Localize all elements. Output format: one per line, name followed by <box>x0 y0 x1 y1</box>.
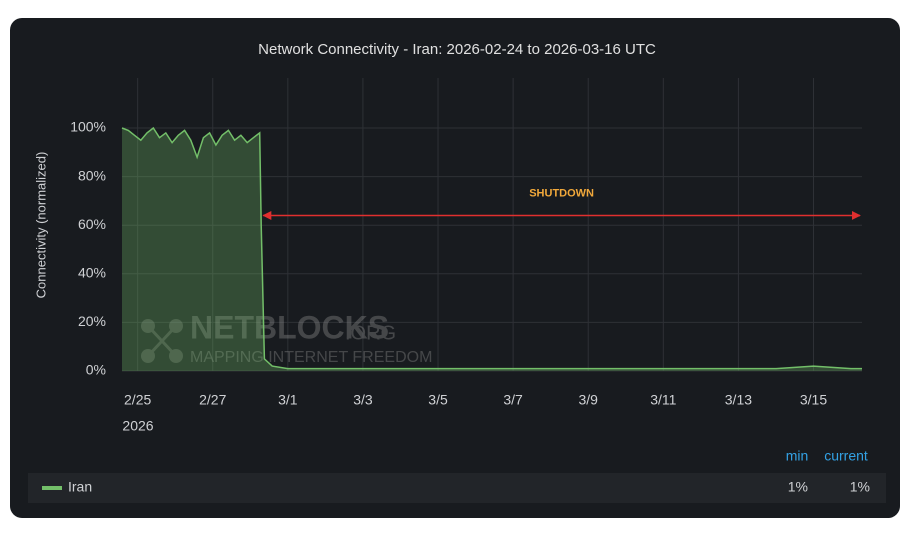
legend-column-header: current <box>824 448 868 464</box>
logo-dot <box>169 349 183 363</box>
y-tick-label: 20% <box>78 313 106 329</box>
x-tick-label: 3/11 <box>650 392 676 408</box>
watermark-suffix: .ORG <box>345 322 396 344</box>
x-tick-label: 2/25 <box>124 392 151 408</box>
y-tick-label: 0% <box>86 362 106 378</box>
panel <box>10 18 900 518</box>
x-year-label: 2026 <box>122 418 153 434</box>
annotation-label: SHUTDOWN <box>529 187 594 199</box>
y-axis-label: Connectivity (normalized) <box>33 152 48 299</box>
x-tick-label: 3/1 <box>278 392 298 408</box>
y-tick-label: 100% <box>70 119 106 135</box>
legend-min: 1% <box>788 479 808 495</box>
logo-dot <box>141 349 155 363</box>
x-tick-label: 3/3 <box>353 392 373 408</box>
x-tick-label: 3/13 <box>725 392 752 408</box>
series-area <box>122 128 862 371</box>
legend-column-header: min <box>786 448 809 464</box>
series-line <box>121 126 862 370</box>
x-tick-label: 3/15 <box>800 392 827 408</box>
watermark: NETBLOCKS .ORG MAPPING INTERNET FREEDOM <box>141 309 432 366</box>
x-tick-label: 2/27 <box>199 392 226 408</box>
y-tick-label: 80% <box>78 167 106 183</box>
logo-link <box>146 324 178 358</box>
watermark-tagline: MAPPING INTERNET FREEDOM <box>190 349 432 366</box>
y-tick-label: 40% <box>78 265 106 281</box>
chart-title: Network Connectivity - Iran: 2026-02-24 … <box>258 41 656 58</box>
legend-row <box>28 473 886 503</box>
logo-dot <box>169 319 183 333</box>
y-tick-label: 60% <box>78 216 106 232</box>
x-tick-label: 3/7 <box>503 392 523 408</box>
x-tick-label: 3/9 <box>578 392 598 408</box>
watermark-brand: NETBLOCKS <box>190 309 389 345</box>
logo-dot <box>141 319 155 333</box>
x-tick-label: 3/5 <box>428 392 448 408</box>
legend-current: 1% <box>850 479 870 495</box>
legend-label: Iran <box>68 479 92 495</box>
